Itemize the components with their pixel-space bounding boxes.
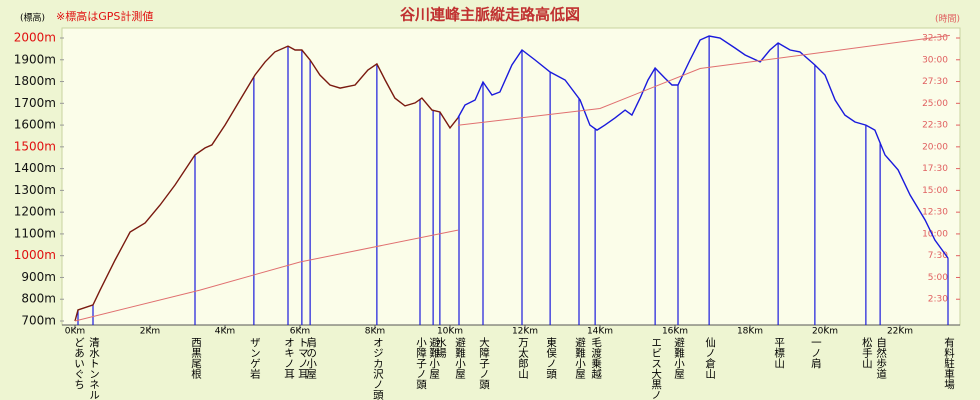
waypoint-label: 自然歩道 — [875, 336, 887, 379]
y2-tick-label: 2:30 — [928, 295, 948, 305]
y-tick-label: 900m — [21, 270, 56, 284]
waypoint-label: 水場 — [435, 337, 447, 359]
y-tick-label: 1400m — [14, 161, 56, 175]
waypoint-label: オジカ沢ノ頭 — [372, 337, 384, 400]
waypoint-label: 避難小屋 — [673, 336, 685, 380]
x-tick-label: 4Km — [215, 327, 235, 337]
y2-tick-label: 10:00 — [922, 229, 948, 239]
x-tick-label: 22Km — [887, 327, 913, 337]
waypoint-label: 松手山 — [861, 336, 873, 368]
waypoint-label: 清水トンネル — [88, 336, 100, 400]
time-line — [457, 34, 950, 126]
waypoint-label: 平標山 — [773, 337, 785, 369]
x-tick-label: 20Km — [812, 327, 838, 337]
y-tick-label: 800m — [21, 292, 56, 306]
y-tick-label: 1200m — [14, 205, 56, 219]
chart-title: 谷川連峰主脈縦走路高低図 — [400, 6, 580, 24]
waypoint-label: どあいぐち — [73, 337, 85, 390]
x-tick-label: 16Km — [662, 327, 688, 337]
waypoint-label: 西黒尾根 — [190, 337, 202, 380]
waypoint-label: エビス大黒ノ頭 — [650, 337, 662, 400]
x-tick-label: 0Km — [65, 327, 85, 337]
waypoint-label: 一ノ肩 — [810, 337, 822, 369]
note: ※標高はGPS計測値 — [56, 9, 153, 23]
y2-tick-label: 15:00 — [922, 186, 948, 196]
elevation-line — [457, 35, 949, 259]
y2-tick-label: 20:00 — [922, 142, 948, 152]
waypoint-label: 肩の小屋 — [305, 336, 317, 380]
y2-tick-label: 12:30 — [922, 208, 948, 218]
x-tick-label: 12Km — [512, 327, 538, 337]
x-tick-label: 18Km — [737, 327, 763, 337]
y-tick-label: 700m — [21, 314, 56, 328]
y2-tick-label: 25:00 — [922, 99, 948, 109]
waypoint-label: 避難小屋 — [454, 336, 466, 380]
time-line — [74, 229, 458, 322]
y-tick-label: 2000m — [14, 31, 56, 45]
x-tick-label: 14Km — [587, 327, 613, 337]
waypoint-label: オキノ耳 — [283, 337, 295, 379]
x-tick-label: 8Km — [365, 327, 385, 337]
y2-tick-label: 30:00 — [922, 55, 948, 65]
y-tick-label: 1900m — [14, 52, 56, 66]
waypoint-label: 小障子ノ頭 — [415, 337, 427, 390]
y-tick-label: 1100m — [14, 226, 56, 240]
waypoint-label: 仙ノ倉山 — [704, 336, 716, 379]
waypoint-label: 東俣ノ頭 — [545, 336, 557, 380]
y2-tick-label: 17:30 — [922, 164, 948, 174]
waypoint-label: ザンゲ岩 — [249, 337, 261, 380]
waypoint-label: 大障子ノ頭 — [478, 336, 490, 390]
y2-tick-label: 32:30 — [922, 34, 948, 44]
x-tick-label: 2Km — [140, 327, 160, 337]
y2-tick-label: 27:30 — [922, 77, 948, 87]
y-tick-label: 1600m — [14, 118, 56, 132]
y-axis-label: (標高) — [20, 12, 45, 24]
y-tick-label: 1300m — [14, 183, 56, 197]
y-tick-label: 1700m — [14, 96, 56, 110]
y-tick-label: 1000m — [14, 248, 56, 262]
waypoint-label: 万太郎山 — [517, 337, 529, 379]
y2-tick-label: 22:30 — [922, 121, 948, 131]
y-tick-label: 1500m — [14, 139, 56, 153]
y-tick-label: 1800m — [14, 74, 56, 88]
waypoint-label: 避難小屋 — [574, 336, 586, 380]
waypoint-label: 避難小屋 — [428, 336, 440, 380]
x-tick-label: 10Km — [437, 327, 463, 337]
waypoint-label: 毛渡乗越 — [590, 337, 602, 380]
waypoint-label: トマノ耳 — [297, 337, 309, 379]
y2-axis-label: (時間) — [935, 14, 960, 25]
x-tick-label: 6Km — [290, 327, 310, 337]
plot-area — [61, 27, 961, 326]
elevation-line — [74, 45, 459, 322]
waypoint-label: 有料駐車場 — [943, 336, 955, 390]
y2-tick-label: 7:30 — [928, 251, 948, 261]
y2-tick-label: 5:00 — [928, 273, 948, 283]
